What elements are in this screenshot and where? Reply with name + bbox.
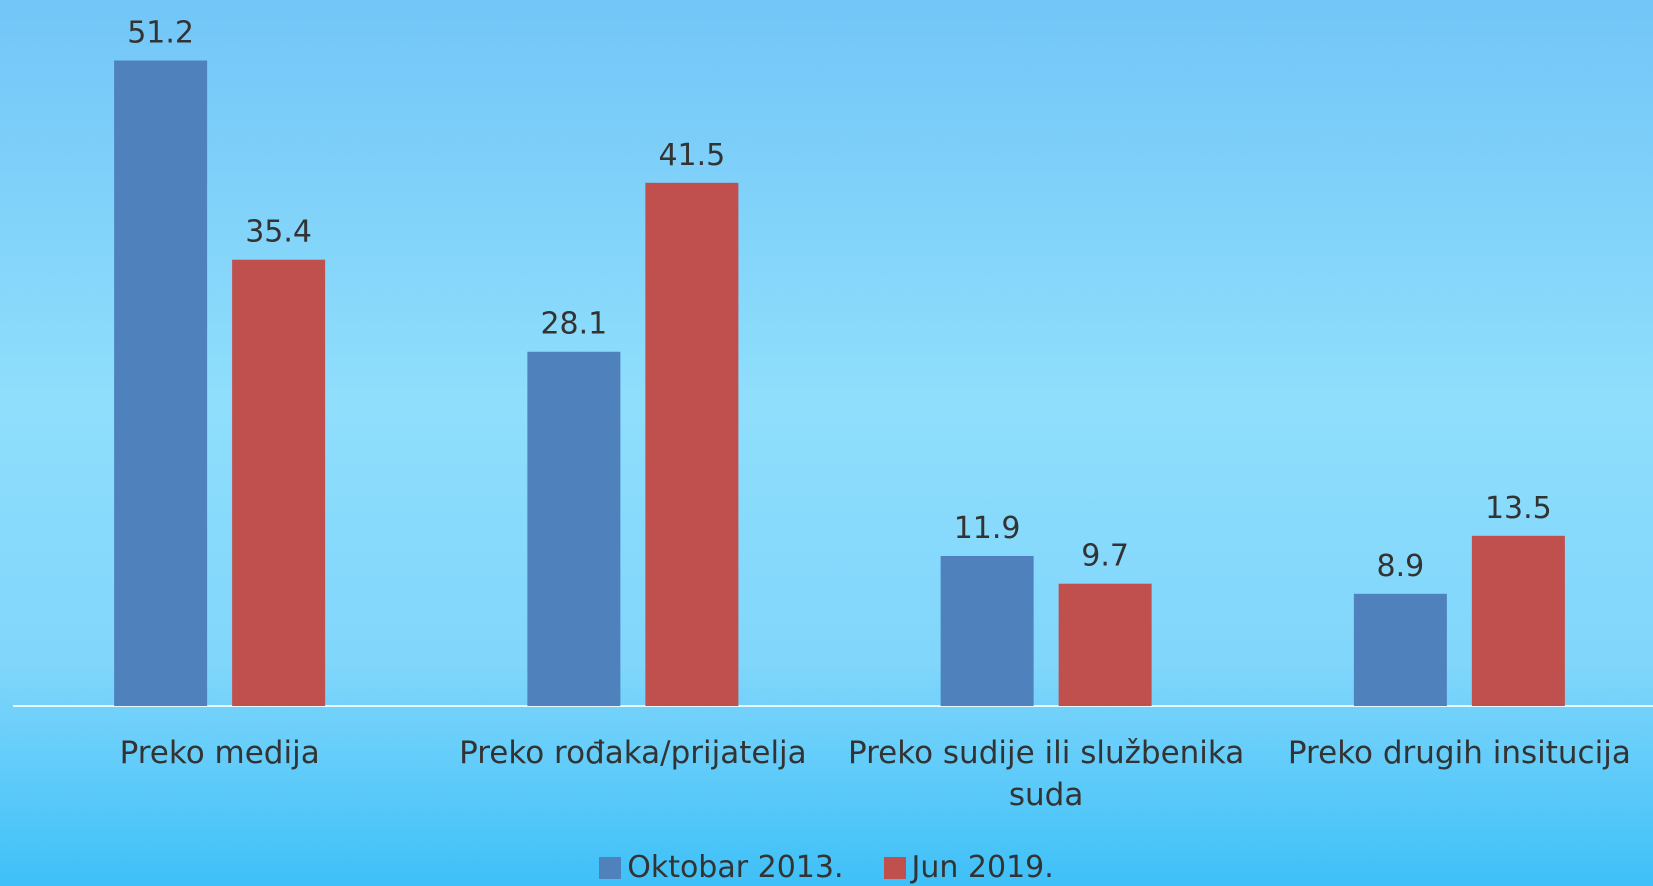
data-label: 41.5 xyxy=(658,138,725,173)
data-label: 11.9 xyxy=(954,511,1021,546)
legend-item: Oktobar 2013. xyxy=(599,850,844,885)
x-tick-label: Preko medija xyxy=(119,735,320,771)
data-label: 9.7 xyxy=(1081,539,1129,574)
data-label: 35.4 xyxy=(245,215,312,250)
bar xyxy=(114,60,208,707)
data-label: 13.5 xyxy=(1485,491,1552,526)
bar xyxy=(232,259,326,706)
data-label: 28.1 xyxy=(540,307,607,342)
legend-label: Jun 2019. xyxy=(911,850,1054,885)
data-label: 51.2 xyxy=(127,16,194,51)
legend-item: Jun 2019. xyxy=(883,850,1054,885)
x-tick-label: Preko rođaka/prijatelja xyxy=(459,735,807,771)
data-label: 8.9 xyxy=(1377,549,1425,584)
bar xyxy=(1353,593,1447,706)
legend: Oktobar 2013. Jun 2019. xyxy=(0,850,1653,885)
x-tick-label: Preko sudije ili službenika suda xyxy=(847,735,1245,813)
legend-swatch xyxy=(599,856,622,879)
legend-label: Oktobar 2013. xyxy=(627,850,844,885)
x-tick-label: Preko drugih insitucija xyxy=(1287,735,1631,771)
bar xyxy=(527,351,621,706)
bar xyxy=(1058,583,1152,706)
bar xyxy=(940,555,1034,706)
bar xyxy=(1471,535,1565,706)
legend-swatch xyxy=(883,856,906,879)
bar xyxy=(645,182,739,706)
